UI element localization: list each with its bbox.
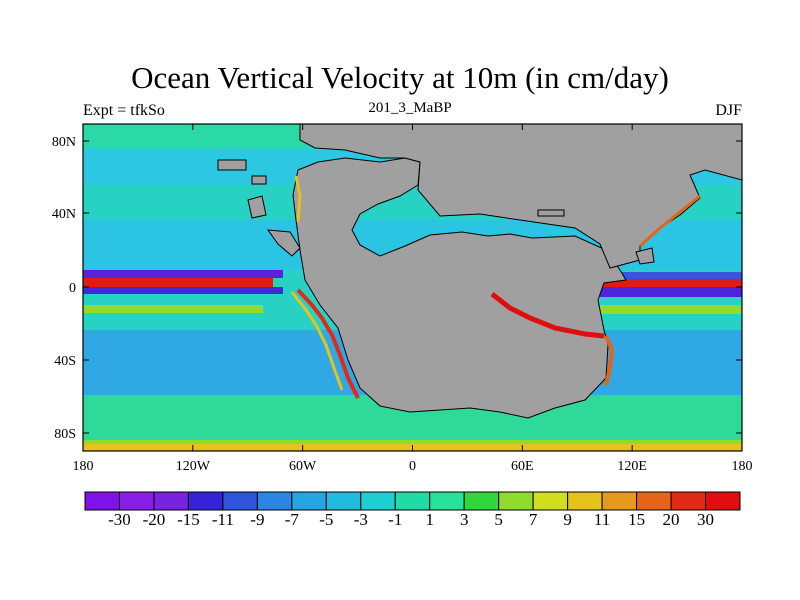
colorbar-swatch <box>532 491 569 511</box>
colorbar-label: -5 <box>319 510 333 529</box>
x-tick-label: 180 <box>73 459 94 474</box>
y-tick-label: 40N <box>52 207 76 222</box>
colorbar: -30 -20 -15 -11 -9 -7 -5 -3 -1 1 3 5 7 9 11 15 20 30 <box>84 491 741 529</box>
y-tick-label: 40S <box>54 354 76 369</box>
continent-north <box>299 124 742 269</box>
east-coast-upwelling <box>604 335 615 386</box>
colorbar-swatch <box>153 491 189 511</box>
colorbar-swatch <box>463 491 500 511</box>
colorbar-label: -1 <box>388 510 402 529</box>
plot-area <box>83 124 742 451</box>
equatorial-downwelling-west-s <box>83 287 283 294</box>
x-tick-label: 60E <box>511 459 534 474</box>
colorbar-label: 30 <box>697 510 714 529</box>
colorbar-swatch <box>705 491 741 511</box>
x-axis: 180 120W 60W 0 60E 120E 180 <box>73 124 753 474</box>
peninsula-west <box>266 229 301 257</box>
colorbar-label: 7 <box>529 510 538 529</box>
colorbar-label: 20 <box>663 510 680 529</box>
x-tick-label: 120W <box>176 459 211 474</box>
colorbar-label: -20 <box>143 510 166 529</box>
equatorial-downwelling-east <box>490 287 742 297</box>
bay-coast-upwelling <box>490 292 605 339</box>
colorbar-swatch <box>84 491 120 511</box>
x-tick-label: 0 <box>409 459 416 474</box>
chart-title: Ocean Vertical Velocity at 10m (in cm/da… <box>131 60 669 95</box>
colorbar-swatch <box>256 491 293 511</box>
subtropical-warm-east <box>600 305 742 314</box>
colorbar-label: -15 <box>177 510 200 529</box>
equatorial-upwelling-west <box>83 278 273 287</box>
y-tick-label: 80N <box>52 135 76 150</box>
equatorial-upwelling-east <box>490 279 742 287</box>
north-coast-warm <box>294 175 302 223</box>
season-label: DJF <box>715 102 742 119</box>
island-atlantic <box>247 195 267 219</box>
colorbar-label: 15 <box>628 510 645 529</box>
y-tick-label: 0 <box>69 281 76 296</box>
x-tick-label: 60W <box>289 459 317 474</box>
island-east <box>635 247 655 265</box>
colorbar-swatch <box>187 491 224 511</box>
island-north-small <box>251 175 267 185</box>
y-axis: 80N 40N 0 40S 80S <box>52 135 742 442</box>
x-tick-label: 180 <box>732 459 753 474</box>
colorbar-swatch <box>325 491 362 511</box>
colorbar-label: -30 <box>108 510 131 529</box>
colorbar-swatch <box>394 491 431 511</box>
experiment-label: Expt = tfkSo <box>83 102 165 119</box>
colorbar-label: 1 <box>425 510 434 529</box>
colorbar-swatch <box>670 491 707 511</box>
equatorial-downwelling-west-n <box>83 270 283 278</box>
subtropical-warm-west <box>83 305 263 313</box>
colorbar-swatch <box>498 491 534 511</box>
colorbar-swatch <box>291 491 327 511</box>
continent-main <box>292 157 627 419</box>
colorbar-swatch <box>636 491 672 511</box>
colorbar-swatch <box>429 491 465 511</box>
equatorial-downwelling-east-n <box>540 272 742 279</box>
colorbar-swatch <box>222 491 258 511</box>
northeast-coast-warm <box>638 194 701 248</box>
x-tick-label: 120E <box>617 459 647 474</box>
colorbar-label: 11 <box>594 510 610 529</box>
west-coast-warm <box>290 291 344 391</box>
y-tick-label: 80S <box>54 427 76 442</box>
colorbar-label: -9 <box>250 510 264 529</box>
colorbar-label: -11 <box>212 510 234 529</box>
colorbar-swatch <box>601 491 638 511</box>
colorbar-label: 3 <box>460 510 469 529</box>
colorbar-label: -7 <box>285 510 300 529</box>
colorbar-swatch <box>567 491 603 511</box>
west-coast-upwelling <box>296 288 360 399</box>
colorbar-swatch <box>360 491 396 511</box>
case-label: 201_3_MaBP <box>368 100 452 116</box>
island-north-west <box>217 159 247 171</box>
island-sea <box>537 209 565 217</box>
colorbar-label: 5 <box>494 510 503 529</box>
colorbar-label: 9 <box>563 510 572 529</box>
colorbar-swatch <box>118 491 155 511</box>
colorbar-label: -3 <box>354 510 368 529</box>
